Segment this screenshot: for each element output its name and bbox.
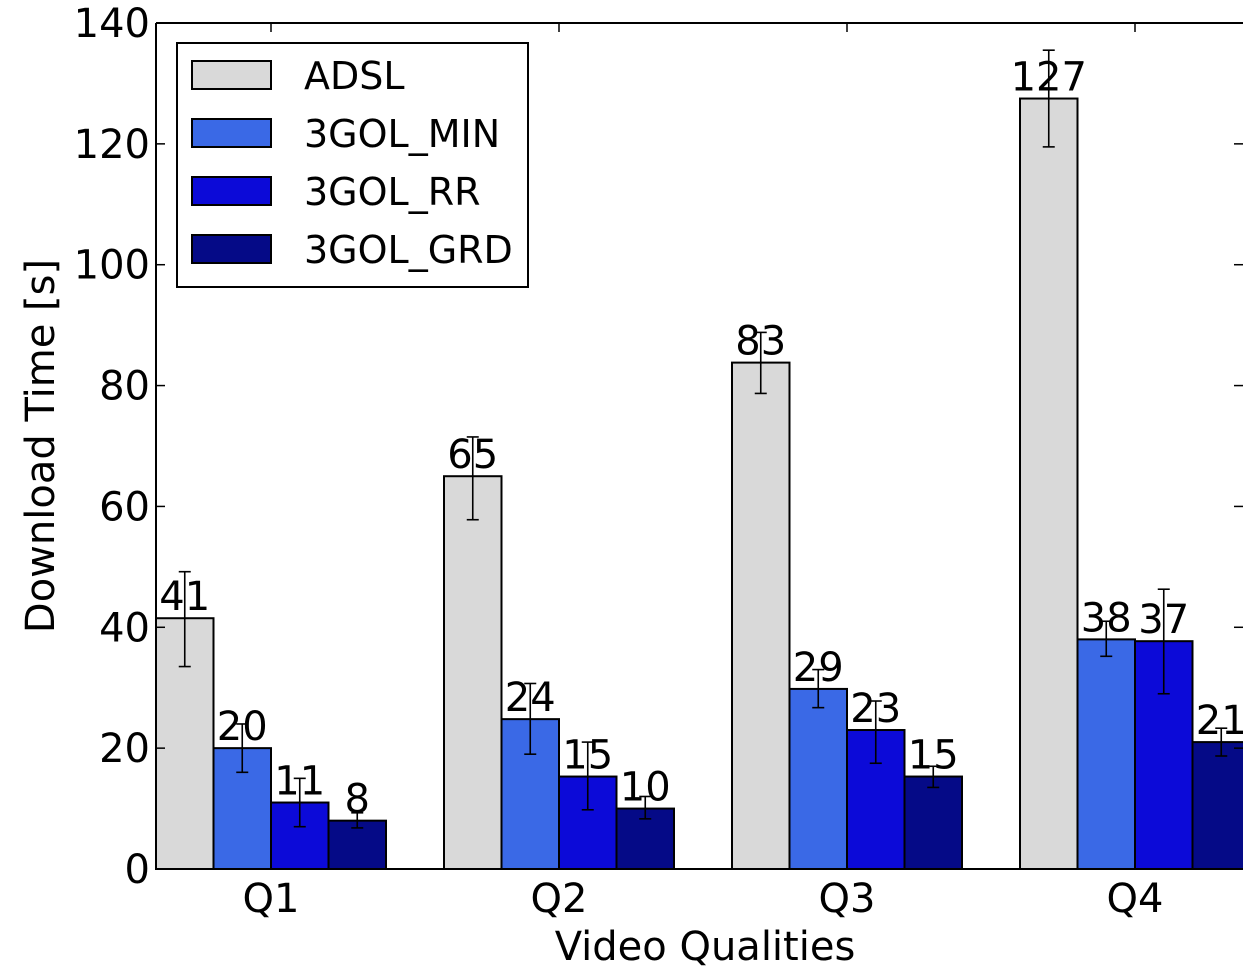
data-label: 65 <box>447 432 498 478</box>
bar-3gol-grd-q4 <box>1193 742 1243 869</box>
data-label: 83 <box>735 319 786 365</box>
data-label: 24 <box>505 675 556 721</box>
y-tick-label: 40 <box>99 605 150 651</box>
legend-label: ADSL <box>304 54 405 98</box>
y-tick-label: 60 <box>99 484 150 530</box>
data-label: 38 <box>1081 595 1132 641</box>
data-label: 20 <box>217 704 268 750</box>
bar-adsl-q3 <box>732 363 790 869</box>
x-tick-label: Q1 <box>243 876 300 922</box>
legend-swatch <box>192 119 271 147</box>
bar-3gol-grd-q3 <box>905 777 963 869</box>
y-tick-label: 0 <box>125 847 150 893</box>
x-tick-label: Q3 <box>819 876 876 922</box>
data-label: 15 <box>562 733 613 779</box>
data-label: 10 <box>620 765 671 811</box>
bar-adsl-q2 <box>444 476 502 869</box>
bar-adsl-q4 <box>1020 99 1078 869</box>
data-label: 21 <box>1196 698 1243 744</box>
data-label: 8 <box>345 777 370 823</box>
y-tick-label: 100 <box>74 243 150 289</box>
data-label: 11 <box>274 759 325 805</box>
y-tick-label: 80 <box>99 364 150 410</box>
x-tick-label: Q4 <box>1107 876 1164 922</box>
legend-swatch <box>192 177 271 205</box>
data-label: 15 <box>908 733 959 779</box>
y-tick-label: 140 <box>74 1 150 47</box>
legend-label: 3GOL_RR <box>304 170 481 214</box>
legend-label: 3GOL_MIN <box>304 112 500 156</box>
x-tick-label: Q2 <box>531 876 588 922</box>
data-label: 23 <box>850 686 901 732</box>
data-label: 29 <box>793 645 844 691</box>
data-label: 37 <box>1138 597 1189 643</box>
y-axis-title: Download Time [s] <box>18 259 64 633</box>
bar-3gol-min-q3 <box>790 689 848 869</box>
legend-swatch <box>192 61 271 89</box>
data-label: 127 <box>1011 55 1087 101</box>
legend-swatch <box>192 235 271 263</box>
legend-label: 3GOL_GRD <box>304 228 513 272</box>
legend: ADSL 3GOL_MIN 3GOL_RR 3GOL_GRD <box>177 43 528 287</box>
bar-3gol-min-q4 <box>1078 639 1136 869</box>
y-tick-label: 20 <box>99 726 150 772</box>
x-axis-title: Video Qualities <box>555 924 856 970</box>
y-tick-label: 120 <box>74 122 150 168</box>
data-label: 41 <box>159 574 210 620</box>
